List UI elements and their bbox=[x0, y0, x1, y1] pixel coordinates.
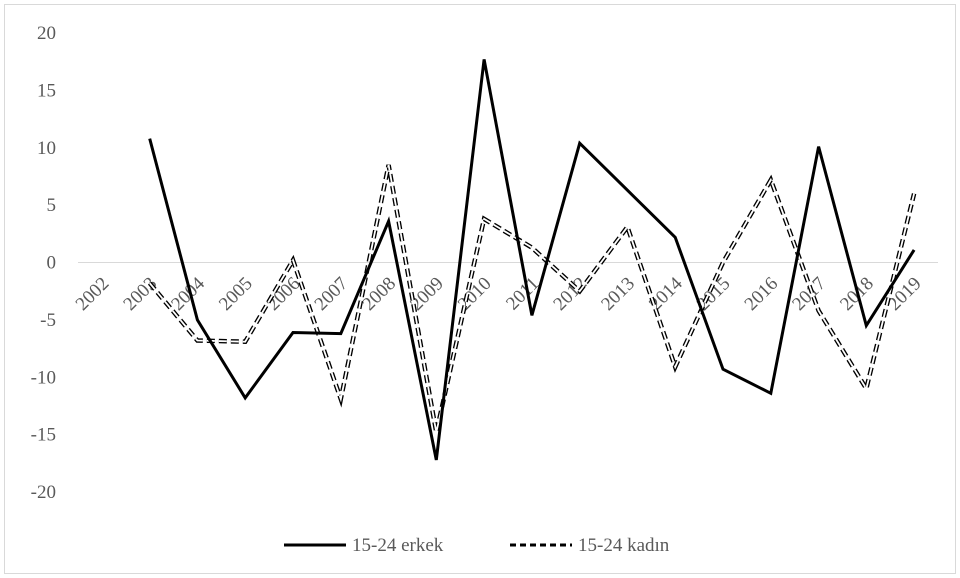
y-tick-label: -10 bbox=[31, 367, 56, 388]
x-tick-label: 2007 bbox=[311, 273, 353, 315]
x-tick-label: 2019 bbox=[884, 273, 926, 315]
series-layer bbox=[147, 59, 917, 461]
y-tick-label: 20 bbox=[37, 23, 56, 44]
x-tick-label: 2003 bbox=[119, 273, 161, 315]
y-tick-label: 5 bbox=[47, 195, 57, 216]
legend-label-kadin: 15-24 kadın bbox=[578, 535, 670, 556]
y-tick-label: -5 bbox=[40, 310, 56, 331]
legend-label-erkek: 15-24 erkek bbox=[352, 535, 444, 556]
series-line-0 bbox=[148, 59, 916, 461]
x-axis-ticks: 2002 2003 2004 2005 2006 2007 2008 2009 2010 2011… bbox=[72, 273, 926, 315]
y-axis-ticks: 20 15 10 5 0 -5 -10 -15 -20 bbox=[31, 23, 56, 503]
x-tick-label: 2012 bbox=[549, 273, 591, 315]
y-tick-label: 15 bbox=[37, 80, 56, 101]
x-tick-label: 2016 bbox=[741, 273, 783, 315]
y-tick-label: 0 bbox=[47, 253, 57, 274]
chart-border bbox=[4, 4, 956, 574]
x-tick-label: 2010 bbox=[454, 273, 496, 315]
series-line-1-inner bbox=[149, 164, 915, 433]
x-tick-label: 2014 bbox=[645, 273, 687, 315]
y-tick-label: -15 bbox=[31, 425, 56, 446]
legend: 15-24 erkek 15-24 kadın bbox=[284, 535, 670, 556]
x-tick-label: 2002 bbox=[72, 273, 114, 315]
y-tick-label: -20 bbox=[31, 482, 56, 503]
y-tick-label: 10 bbox=[37, 138, 56, 159]
x-tick-label: 2005 bbox=[215, 273, 257, 315]
x-tick-label: 2004 bbox=[167, 273, 209, 315]
x-tick-label: 2013 bbox=[597, 273, 639, 315]
